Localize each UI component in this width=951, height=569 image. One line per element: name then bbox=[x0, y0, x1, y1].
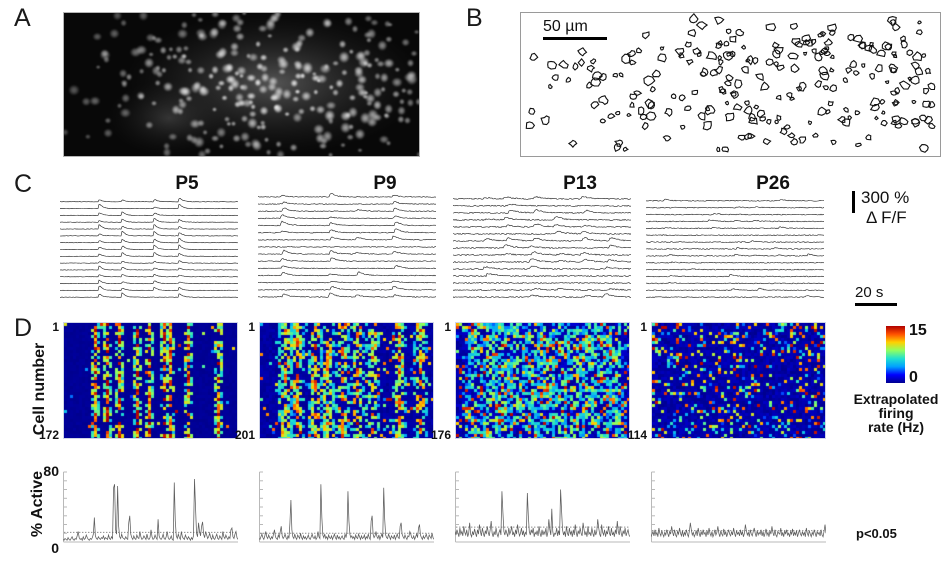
heatmap-p5-bottom-tick: 172 bbox=[38, 428, 59, 442]
heatmap-p26-top-tick: 1 bbox=[640, 320, 647, 334]
heatmap-p26-bottom-tick: 114 bbox=[627, 428, 647, 442]
column-title-p9: P9 bbox=[373, 173, 397, 194]
fluorescence-cells-render bbox=[64, 13, 419, 156]
percent-active-svg-p5 bbox=[63, 471, 238, 543]
heatmap-p9 bbox=[259, 322, 434, 439]
colorbar-caption-line1: Extrapolated bbox=[853, 391, 939, 407]
time-scalebar-label: 20 s bbox=[855, 284, 884, 301]
percent-active-plot-p9 bbox=[259, 466, 434, 554]
panel-letter-a: A bbox=[14, 4, 31, 32]
scalebar-label-50um: 50 µm bbox=[543, 18, 588, 35]
heatmap-p13-top-tick: 1 bbox=[444, 320, 451, 334]
heatmap-p5-canvas bbox=[64, 323, 237, 438]
column-title-p26: P26 bbox=[756, 173, 790, 194]
heatmap-p9-top-tick: 1 bbox=[248, 320, 255, 334]
panel-letter-d: D bbox=[14, 314, 33, 342]
calcium-traces-p13 bbox=[453, 195, 631, 299]
percent-active-plot-p13 bbox=[455, 466, 630, 554]
percent-active-ymin-label: 0 bbox=[51, 540, 59, 556]
colorbar-gradient bbox=[886, 326, 905, 383]
colorbar-caption-line3: rate (Hz) bbox=[867, 419, 924, 435]
column-title-p13: P13 bbox=[563, 173, 597, 194]
trace-block-p5 bbox=[60, 198, 238, 303]
panel-a-fluorescence-image bbox=[63, 12, 420, 157]
heatmap-p13 bbox=[455, 322, 630, 439]
calcium-traces-p9 bbox=[258, 193, 436, 298]
cell-contours-render bbox=[525, 13, 936, 153]
panel-b-cell-contour-map bbox=[520, 12, 941, 157]
amplitude-scalebar-line bbox=[852, 191, 855, 213]
colorbar-max-label: 15 bbox=[909, 322, 927, 339]
colorbar-min-label: 0 bbox=[909, 369, 918, 386]
colorbar-caption-line2: firing bbox=[878, 405, 914, 421]
heatmap-p13-canvas bbox=[456, 323, 629, 438]
amplitude-scalebar-units: Δ F/F bbox=[866, 208, 907, 227]
trace-block-p13 bbox=[453, 195, 631, 303]
scalebar-line-50um bbox=[543, 37, 607, 41]
heatmap-p13-bottom-tick: 176 bbox=[430, 428, 451, 442]
calcium-traces-p5 bbox=[60, 198, 238, 298]
heatmap-p26-canvas bbox=[652, 323, 825, 438]
significance-threshold-label: p<0.05 bbox=[856, 526, 897, 541]
heatmap-p5 bbox=[63, 322, 238, 439]
trace-block-p9 bbox=[258, 193, 436, 303]
calcium-traces-p26 bbox=[646, 198, 824, 298]
percent-active-svg-p13 bbox=[455, 471, 630, 543]
heatmap-p9-canvas bbox=[260, 323, 433, 438]
percent-active-ymax-label: 80 bbox=[43, 463, 59, 479]
panel-letter-b: B bbox=[466, 4, 483, 32]
trace-block-p26 bbox=[646, 197, 824, 303]
percent-active-plot-p26 bbox=[651, 466, 826, 554]
panel-letter-c: C bbox=[14, 170, 33, 198]
time-scalebar-line bbox=[855, 303, 897, 306]
panel-b-scalebar-group: 50 µm bbox=[543, 18, 607, 41]
amplitude-scalebar-value: 300 % bbox=[861, 188, 910, 207]
column-title-p5: P5 bbox=[175, 173, 199, 194]
panel-d-ylabel: Cell number bbox=[31, 342, 48, 436]
heatmap-p26 bbox=[651, 322, 826, 439]
percent-active-svg-p9 bbox=[259, 471, 434, 543]
heatmap-p9-bottom-tick: 201 bbox=[234, 428, 255, 442]
heatmap-p5-top-tick: 1 bbox=[52, 320, 59, 334]
percent-active-plot-p5 bbox=[63, 466, 238, 554]
percent-active-svg-p26 bbox=[651, 471, 826, 543]
